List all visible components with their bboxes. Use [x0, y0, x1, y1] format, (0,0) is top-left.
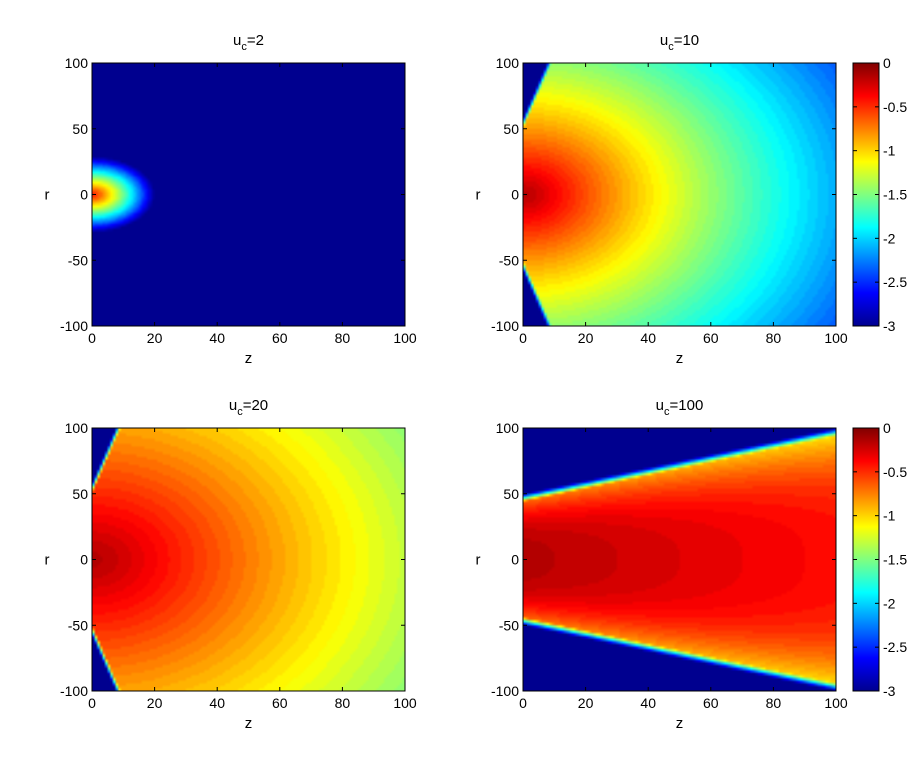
y-axis-label: r: [45, 187, 50, 204]
subplot-title: uc=20: [229, 397, 268, 418]
y-tick-label: 50: [72, 121, 88, 137]
title-subscript: c: [664, 406, 670, 418]
y-tick-label: 0: [80, 187, 88, 203]
title-suffix: =2: [247, 32, 264, 49]
y-axis-label: r: [476, 552, 481, 569]
y-tick-label: -100: [491, 683, 519, 699]
x-tick-label: 40: [640, 330, 656, 346]
colorbar-tick-label: -2.5: [883, 274, 907, 290]
title-base: u: [656, 397, 664, 414]
colorbar-tick-label: -3: [883, 318, 896, 334]
x-axis-label: z: [245, 715, 253, 732]
x-axis-label: z: [676, 350, 684, 367]
subplot-3: 0 20 40 60 80 100 100 50 0 -50 -100 z r uc=20: [45, 397, 417, 732]
heatmap-image: [92, 428, 405, 691]
heatmap-image: [523, 428, 836, 691]
y-tick-label: -100: [60, 318, 88, 334]
x-tick-label: 0: [88, 330, 96, 346]
x-tick-label: 40: [209, 330, 225, 346]
colorbar-tick-label: -2.5: [883, 639, 907, 655]
y-tick-label: 0: [80, 552, 88, 568]
subplot-title: uc=100: [656, 397, 704, 418]
colorbar-2: 0 -0.5 -1 -1.5 -2 -2.5 -3: [852, 55, 907, 334]
y-tick-label: 100: [496, 55, 520, 71]
x-tick-label: 80: [766, 330, 782, 346]
title-base: u: [660, 32, 668, 49]
x-tick-label: 40: [209, 695, 225, 711]
x-tick-label: 60: [703, 330, 719, 346]
subplot-4: 0 20 40 60 80 100 100 50 0 -50 -100 z r uc=100: [476, 397, 848, 732]
colorbar-tick-label: -1.5: [883, 552, 907, 568]
x-tick-label: 80: [335, 695, 351, 711]
y-tick-label: 0: [511, 187, 519, 203]
x-tick-label: 0: [519, 695, 527, 711]
y-tick-label: -50: [499, 617, 519, 633]
subplot-1: 0 20 40 60 80 100 100 50 0 -50 -100 z r uc=2: [45, 32, 417, 367]
x-tick-label: 60: [703, 695, 719, 711]
y-tick-label: 50: [503, 486, 519, 502]
colorbar-tick-label: -0.5: [883, 99, 907, 115]
heatmap-image: [523, 63, 836, 326]
y-axis-label: r: [476, 187, 481, 204]
subplot-2: 0 20 40 60 80 100 100 50 0 -50 -100 z r uc=10: [476, 32, 848, 367]
title-subscript: c: [668, 41, 674, 53]
y-tick-label: 100: [65, 55, 89, 71]
x-tick-label: 20: [578, 330, 594, 346]
y-tick-label: -50: [68, 617, 88, 633]
y-tick-label: -50: [68, 252, 88, 268]
x-tick-label: 20: [147, 330, 163, 346]
x-tick-label: 100: [393, 695, 417, 711]
colorbar-tick-label: -2: [883, 230, 896, 246]
title-base: u: [229, 397, 237, 414]
y-tick-label: 100: [496, 420, 520, 436]
y-tick-label: 50: [503, 121, 519, 137]
x-tick-label: 80: [335, 330, 351, 346]
heatmap-image: [92, 63, 405, 326]
y-tick-label: -100: [491, 318, 519, 334]
colorbar-tick-label: -3: [883, 683, 896, 699]
y-tick-label: -50: [499, 252, 519, 268]
x-tick-label: 100: [824, 695, 848, 711]
colorbar-gradient: [852, 427, 880, 692]
title-base: u: [233, 32, 241, 49]
colorbar-tick-label: 0: [883, 55, 891, 71]
x-axis-label: z: [245, 350, 253, 367]
title-suffix: =10: [674, 32, 699, 49]
x-tick-label: 20: [578, 695, 594, 711]
colorbar-tick-label: -1.5: [883, 187, 907, 203]
colorbar-tick-label: 0: [883, 420, 891, 436]
subplot-title: uc=10: [660, 32, 699, 53]
x-tick-label: 60: [272, 695, 288, 711]
y-axis-label: r: [45, 552, 50, 569]
colorbar-tick-label: -0.5: [883, 464, 907, 480]
title-subscript: c: [237, 406, 243, 418]
y-tick-label: 0: [511, 552, 519, 568]
x-axis-label: z: [676, 715, 684, 732]
x-tick-label: 100: [393, 330, 417, 346]
title-suffix: =20: [243, 397, 268, 414]
y-tick-label: 100: [65, 420, 89, 436]
colorbar-tick-label: -1: [883, 508, 896, 524]
x-tick-label: 0: [88, 695, 96, 711]
colorbar-tick-label: -2: [883, 595, 896, 611]
y-tick-label: -100: [60, 683, 88, 699]
x-tick-label: 40: [640, 695, 656, 711]
subplot-title: uc=2: [233, 32, 264, 53]
x-tick-label: 60: [272, 330, 288, 346]
title-subscript: c: [241, 41, 247, 53]
y-tick-label: 50: [72, 486, 88, 502]
x-tick-label: 100: [824, 330, 848, 346]
colorbar-4: 0 -0.5 -1 -1.5 -2 -2.5 -3: [852, 420, 907, 699]
x-tick-label: 80: [766, 695, 782, 711]
x-tick-label: 20: [147, 695, 163, 711]
x-tick-label: 0: [519, 330, 527, 346]
colorbar-tick-label: -1: [883, 143, 896, 159]
title-suffix: =100: [670, 397, 704, 414]
